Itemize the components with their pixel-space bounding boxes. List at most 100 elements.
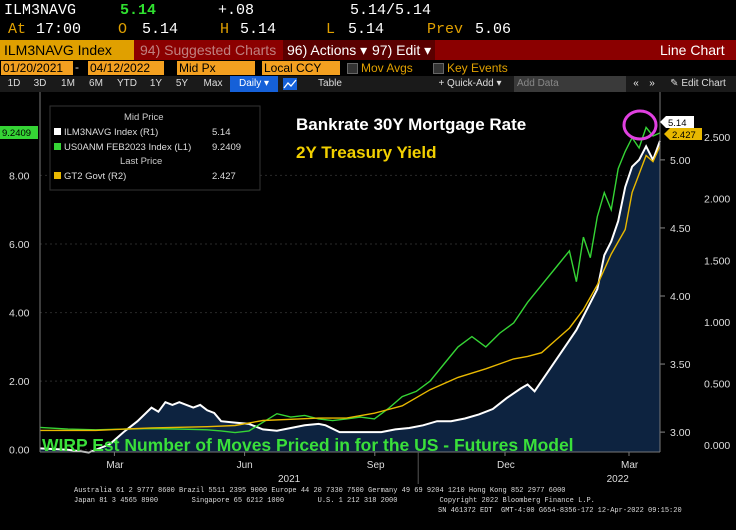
range-max[interactable]: Max: [203, 78, 223, 89]
left-axis-tick-label: 4.00: [9, 308, 30, 320]
x-tick-label: Jun: [237, 460, 253, 471]
right2-axis-tick-label: 2.500: [704, 132, 730, 144]
ticker-symbol: ILM3NAVG: [4, 2, 77, 19]
legend-swatch-green: [54, 143, 61, 150]
end-date-field[interactable]: 04/12/2022: [88, 61, 164, 75]
prev-label: Prev: [427, 21, 464, 38]
range-bar: 1D 3D 1M 6M YTD 1Y 5Y Max Daily ▾ Table …: [0, 76, 736, 92]
legend-item-name-3: GT2 Govt (R2): [64, 171, 126, 182]
net-change: +.08: [218, 2, 255, 19]
key-events-checkbox[interactable]: [433, 63, 444, 74]
wirp-moves-line: [39, 125, 661, 434]
footer-contacts-2: Japan 81 3 4565 8900 Singapore 65 6212 1…: [74, 497, 595, 505]
chart-area: 0.00 2.00 4.00 6.00 8.00 3.00 3.50 4.00 4.50 5.00…: [0, 92, 736, 485]
right1-axis-tick-label: 4.00: [670, 291, 691, 303]
x-year-label: 2021: [278, 474, 301, 484]
annotation-wirp-title: WIRP Est Number of Moves Priced in for t…: [42, 435, 574, 455]
annotation-mortgage-title: Bankrate 30Y Mortgage Rate: [296, 115, 526, 134]
left-axis-tick-label: 8.00: [9, 170, 30, 182]
key-events-label: Key Events: [447, 61, 508, 75]
edit-menu[interactable]: 97) Edit ▾: [368, 40, 436, 60]
line-style-icon[interactable]: [282, 76, 298, 92]
suggested-charts-button[interactable]: 94) Suggested Charts: [140, 42, 277, 58]
quote-header: ILM3NAVG 5.14 +.08 5.14/5.14 At 17:00 O …: [0, 0, 736, 40]
svg-text:9.2409: 9.2409: [2, 128, 31, 139]
last-price: 5.14: [120, 2, 157, 19]
open-value: 5.14: [142, 21, 179, 38]
x-tick-label: Sep: [367, 460, 385, 471]
left-axis-tick-label: 2.00: [9, 376, 30, 388]
mortgage-rate-area: [40, 140, 660, 453]
high-label: H: [220, 21, 230, 38]
edit-chart-label: Edit Chart: [681, 78, 726, 89]
collapse-left-icon[interactable]: «: [633, 78, 639, 89]
right2-axis-tick-label: 0.500: [704, 379, 730, 391]
range-1m[interactable]: 1M: [61, 78, 75, 89]
start-date-field[interactable]: 01/20/2021: [1, 61, 73, 75]
x-year-label: 2022: [607, 474, 630, 484]
right2-axis-tick-label: 0.000: [704, 440, 730, 452]
date-separator: -: [75, 60, 79, 74]
currency-select[interactable]: Local CCY: [262, 61, 340, 75]
controls-bar: 01/20/2021 - 04/12/2022 Mid Px Local CCY…: [0, 60, 736, 76]
open-label: O: [118, 21, 128, 38]
field-select[interactable]: Mid Px: [177, 61, 255, 75]
legend-mid-header: Mid Price: [124, 112, 164, 123]
range-6m[interactable]: 6M: [89, 78, 103, 89]
expand-right-icon[interactable]: »: [649, 78, 655, 89]
right1-axis-tick-label: 3.00: [670, 427, 691, 439]
bid-ask: 5.14/5.14: [350, 2, 432, 19]
pencil-icon: ✎: [670, 78, 679, 89]
x-tick-label: Mar: [621, 460, 639, 471]
legend-item-name-1: ILM3NAVG Index (R1): [64, 127, 158, 138]
left-axis-tag: 9.2409: [0, 126, 38, 139]
low-label: L: [326, 21, 336, 38]
prev-value: 5.06: [475, 21, 512, 38]
low-value: 5.14: [348, 21, 385, 38]
range-1y[interactable]: 1Y: [149, 78, 163, 89]
left-axis-tick-label: 0.00: [9, 445, 30, 457]
legend: Mid Price ILM3NAVG Index (R1) 5.14 US0AN…: [49, 105, 261, 191]
legend-item-name-2: US0ANM FEB2023 Index (L1): [64, 142, 191, 153]
function-toolbar: ILM3NAVG Index 94) Suggested Charts 96) …: [0, 40, 736, 60]
mov-avgs-label: Mov Avgs: [361, 61, 413, 75]
range-ytd[interactable]: YTD: [117, 78, 137, 89]
range-1d[interactable]: 1D: [7, 78, 21, 89]
chart-type-title: Line Chart: [660, 42, 725, 58]
table-button[interactable]: Table: [318, 78, 342, 89]
legend-swatch-white: [54, 128, 61, 135]
legend-item-value-3: 2.427: [212, 171, 236, 182]
period-select[interactable]: Daily ▾: [230, 76, 278, 92]
legend-box: [49, 105, 261, 191]
edit-chart-button[interactable]: ✎ Edit Chart: [662, 76, 734, 92]
quote-time: 17:00: [36, 21, 82, 38]
right1-axis-tick-label: 4.50: [670, 223, 691, 235]
mov-avgs-checkbox[interactable]: [347, 63, 358, 74]
range-5y[interactable]: 5Y: [175, 78, 189, 89]
security-field[interactable]: ILM3NAVG Index: [0, 40, 134, 60]
at-label: At: [8, 21, 27, 38]
svg-text:5.14: 5.14: [668, 118, 687, 129]
right2-axis-tick-label: 1.000: [704, 317, 730, 329]
quick-add-button[interactable]: + Quick-Add ▾: [438, 78, 502, 89]
footer-contacts-1: Australia 61 2 9777 8600 Brazil 5511 239…: [74, 487, 566, 495]
actions-menu[interactable]: 96) Actions ▾: [283, 40, 372, 60]
high-value: 5.14: [240, 21, 277, 38]
legend-item-value-2: 9.2409: [212, 142, 241, 153]
right1-axis-tick-label: 5.00: [670, 155, 691, 167]
right1-axis-tick-label: 3.50: [670, 359, 691, 371]
legend-last-header: Last Price: [120, 156, 162, 167]
line-chart: 0.00 2.00 4.00 6.00 8.00 3.00 3.50 4.00 4.50 5.00…: [0, 92, 736, 485]
treasury-yield-line: [40, 145, 661, 432]
legend-swatch-gold: [54, 172, 61, 179]
footer-session-info: SN 461372 EDT GMT-4:00 G654-8356-172 12-…: [438, 507, 682, 515]
legend-item-value-1: 5.14: [212, 127, 231, 138]
left-axis-tick-label: 6.00: [9, 239, 30, 251]
add-data-input[interactable]: Add Data: [514, 76, 626, 92]
x-tick-label: Mar: [106, 460, 124, 471]
footer: Australia 61 2 9777 8600 Brazil 5511 239…: [0, 484, 736, 530]
right2-axis-tick-label: 2.000: [704, 194, 730, 206]
x-tick-label: Dec: [497, 460, 515, 471]
range-3d[interactable]: 3D: [33, 78, 47, 89]
right2-axis-tick-label: 1.500: [704, 255, 730, 267]
